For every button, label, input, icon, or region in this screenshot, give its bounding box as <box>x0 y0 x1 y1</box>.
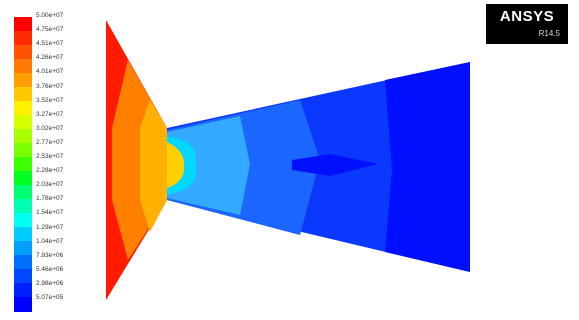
legend-label: 2.98e+06 <box>36 279 64 287</box>
legend-label: 1.29e+07 <box>36 223 64 231</box>
legend-swatch <box>14 73 32 88</box>
legend-label: 2.28e+07 <box>36 167 64 175</box>
legend-label: 3.27e+07 <box>36 110 64 118</box>
legend-swatch <box>14 283 32 298</box>
legend-label: 1.78e+07 <box>36 195 64 203</box>
brand-name: ANSYS <box>499 8 555 25</box>
brand-version: R14.5 <box>538 29 560 38</box>
legend-swatch <box>14 185 32 200</box>
legend-swatch <box>14 213 32 228</box>
legend-swatch <box>14 31 32 46</box>
legend-swatch <box>14 17 32 32</box>
legend-label: 5.00e+07 <box>36 12 64 19</box>
legend-swatch <box>14 143 32 158</box>
legend-label: 3.02e+07 <box>36 124 64 132</box>
legend-swatch <box>14 59 32 74</box>
legend-swatch <box>14 255 32 270</box>
legend-swatch <box>14 227 32 242</box>
legend-label: 2.53e+07 <box>36 153 64 160</box>
legend-swatch <box>14 129 32 144</box>
legend-label: 4.51e+07 <box>36 40 64 48</box>
legend-swatch <box>14 115 32 130</box>
legend-swatch <box>14 199 32 214</box>
legend-swatch <box>14 157 32 172</box>
legend-swatch <box>14 171 32 186</box>
legend-label: 5.07e+05 <box>36 294 64 301</box>
converging-section <box>106 20 167 300</box>
legend-label: 4.26e+07 <box>36 54 64 62</box>
legend-label: 3.76e+07 <box>36 82 64 90</box>
legend-label: 7.93e+06 <box>36 251 64 259</box>
legend-swatch <box>14 87 32 102</box>
legend-swatch <box>14 297 32 312</box>
legend-label: 2.03e+07 <box>36 181 64 189</box>
legend-swatch <box>14 45 32 60</box>
diverging-section <box>167 62 470 272</box>
ansys-logo: ANSYS R14.5 <box>486 4 568 44</box>
legend-label: 4.75e+07 <box>36 26 64 34</box>
legend-label: 4.01e+07 <box>36 68 64 76</box>
legend-swatch <box>14 101 32 116</box>
legend-label: 1.54e+07 <box>36 209 64 217</box>
legend-label: 1.04e+07 <box>36 237 64 245</box>
legend-label: 5.46e+06 <box>36 265 64 273</box>
legend-swatch <box>14 241 32 256</box>
legend-label: 3.52e+07 <box>36 96 64 104</box>
legend-swatch <box>14 269 32 284</box>
colormap-legend <box>14 17 32 312</box>
legend-label: 2.77e+07 <box>36 138 64 146</box>
